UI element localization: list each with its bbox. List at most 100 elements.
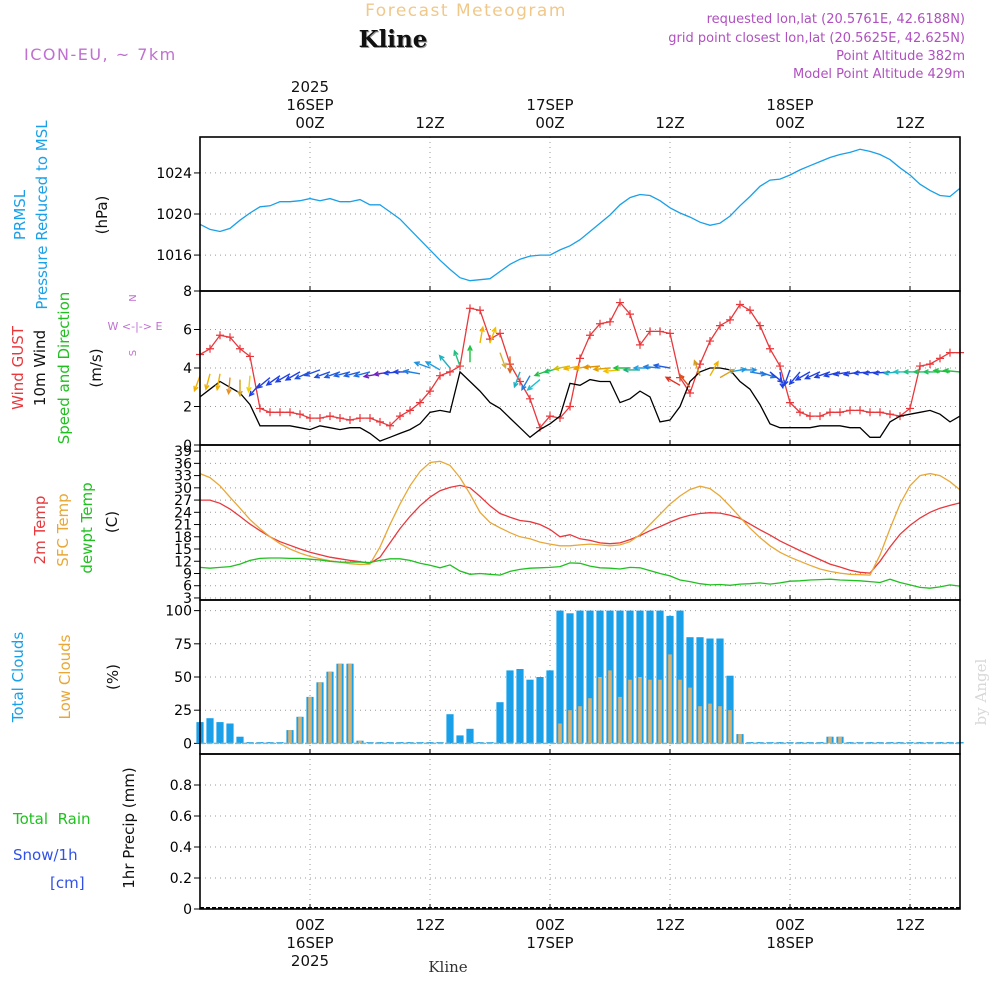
snow-label: Snow/1h xyxy=(13,846,78,864)
gust-marker xyxy=(246,352,254,361)
wind-arrow xyxy=(513,371,521,389)
y-tick-label: 30 xyxy=(174,481,192,497)
wind-arrow xyxy=(652,363,671,369)
gust-marker xyxy=(646,327,654,336)
wind-arrow xyxy=(424,361,441,371)
chart-title: Forecast Meteogram xyxy=(365,1,567,21)
bar-low-clouds xyxy=(298,716,302,744)
gust-marker xyxy=(516,377,524,386)
bottom-date-label: 16SEP xyxy=(286,934,333,952)
wind-arrow xyxy=(453,349,461,367)
footer-location: Kline xyxy=(428,958,467,976)
gust-marker xyxy=(716,321,724,330)
bar-low-clouds xyxy=(698,706,702,744)
gust-marker xyxy=(736,300,744,309)
bottom-time-label: 12Z xyxy=(415,916,444,934)
bar-total-clouds xyxy=(656,610,664,744)
bar-low-clouds xyxy=(598,677,602,744)
y-tick-label: 12 xyxy=(174,554,192,570)
top-date-label: 2025 xyxy=(291,78,329,96)
gust-marker xyxy=(566,402,574,411)
bar-total-clouds xyxy=(216,722,224,744)
bottom-time-label: 12Z xyxy=(655,916,684,934)
bar-low-clouds xyxy=(738,734,742,744)
gust-marker xyxy=(336,414,344,423)
y-tick-label: 1016 xyxy=(156,248,192,264)
requested-coords: requested lon,lat (20.5761E, 42.6188N) xyxy=(707,12,965,27)
wind-arrow xyxy=(709,360,719,377)
gust-marker xyxy=(406,406,414,415)
wind-arrow xyxy=(507,356,513,374)
gust-marker xyxy=(906,404,914,413)
gust-marker xyxy=(886,410,894,419)
y-tick-label: 24 xyxy=(174,505,192,521)
gust-marker xyxy=(426,387,434,396)
wind-arrow xyxy=(794,371,811,381)
y-tick-label: 1024 xyxy=(156,166,192,182)
gust-marker xyxy=(236,344,244,353)
bar-low-clouds xyxy=(688,687,692,744)
gust-marker xyxy=(806,412,814,421)
bar-total-clouds xyxy=(236,736,244,744)
bar-total-clouds xyxy=(846,742,854,744)
watermark: by Angel xyxy=(972,658,990,725)
gust-marker xyxy=(626,310,634,319)
bar-low-clouds xyxy=(618,696,622,744)
wind-arrow xyxy=(693,359,701,376)
gust-marker xyxy=(296,410,304,419)
gust-marker xyxy=(786,398,794,407)
top-date-label: 16SEP xyxy=(286,96,333,114)
closest-coords: grid point closest lon,lat (20.5625E, 42… xyxy=(668,31,965,46)
rain-label: Total Rain xyxy=(12,810,91,828)
gust-marker xyxy=(376,417,384,426)
gust-marker xyxy=(466,304,474,313)
model-altitude: Model Point Altitude 429m xyxy=(793,67,965,82)
gust-marker xyxy=(766,344,774,353)
wind-arrow xyxy=(265,375,281,386)
top-time-label: 12Z xyxy=(895,114,924,132)
gust-marker xyxy=(216,331,224,340)
bar-total-clouds xyxy=(716,638,724,744)
y-tick-label: 27 xyxy=(174,493,192,509)
bar-low-clouds xyxy=(638,677,642,744)
wind-arrow xyxy=(274,373,291,383)
bar-low-clouds xyxy=(358,740,362,744)
gust-marker xyxy=(846,406,854,415)
gust-marker xyxy=(826,408,834,417)
gust-marker xyxy=(386,421,394,430)
bottom-time-label: 12Z xyxy=(895,916,924,934)
gust-marker xyxy=(916,362,924,371)
gust-marker xyxy=(606,317,614,326)
gust-marker xyxy=(316,414,324,423)
y-tick-label: 0 xyxy=(183,736,192,752)
series-line-wind-gust xyxy=(199,301,960,429)
bar-total-clouds xyxy=(626,610,634,744)
y-tick-label: 0.6 xyxy=(170,809,192,825)
wind-arrow xyxy=(664,376,681,386)
bar-total-clouds xyxy=(696,637,704,744)
bar-low-clouds xyxy=(318,682,322,744)
wind-arrow xyxy=(489,326,497,344)
bar-total-clouds xyxy=(546,670,554,744)
gust-marker xyxy=(936,354,944,363)
bar-total-clouds xyxy=(506,670,514,744)
gust-marker xyxy=(666,329,674,338)
bar-total-clouds xyxy=(556,610,564,744)
pressure-labels: PRMSL Pressure Reduced to MSL (hPa) xyxy=(11,120,111,310)
gust-marker xyxy=(926,360,934,369)
gust-marker xyxy=(206,344,214,353)
top-date-label: 17SEP xyxy=(526,96,573,114)
bar-total-clouds xyxy=(676,610,684,744)
gust-marker xyxy=(306,414,314,423)
bar-low-clouds xyxy=(608,670,612,744)
wind-arrow xyxy=(256,377,271,389)
wind-arrow xyxy=(592,366,611,372)
total-clouds-label: Total Clouds xyxy=(9,632,27,724)
gust-marker xyxy=(946,348,954,357)
gust-marker xyxy=(346,415,354,424)
gust-marker xyxy=(416,398,424,407)
wind-arrow xyxy=(438,354,451,369)
gust-marker xyxy=(326,412,334,421)
y-tick-label: 21 xyxy=(174,518,192,534)
